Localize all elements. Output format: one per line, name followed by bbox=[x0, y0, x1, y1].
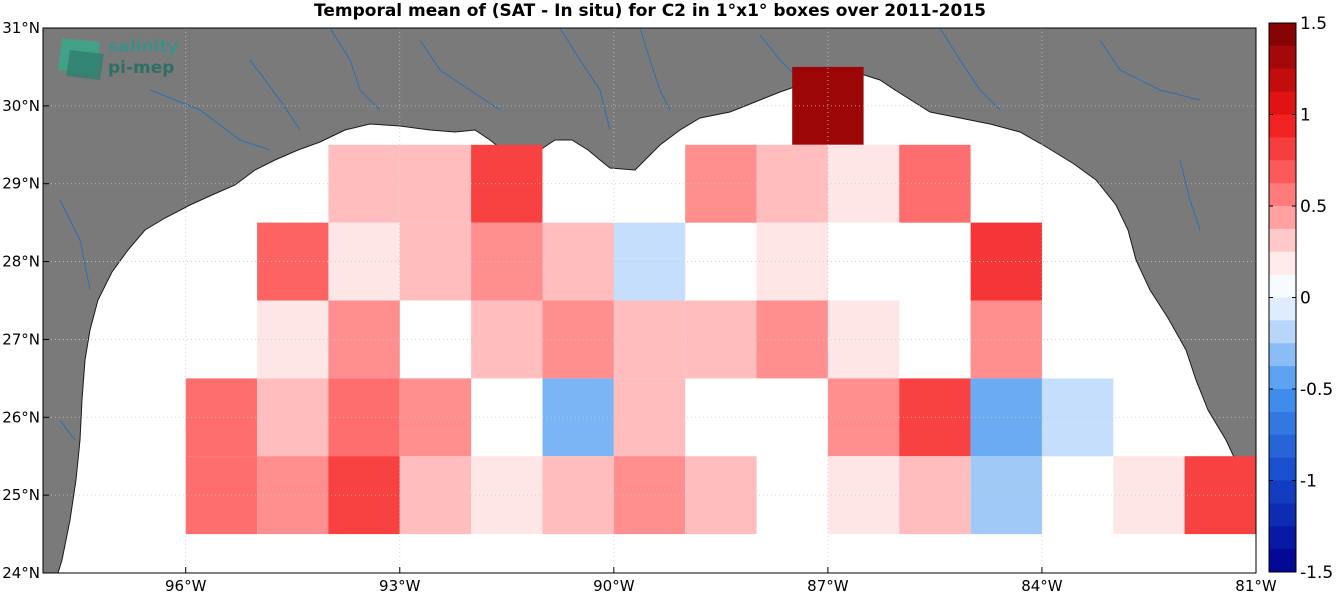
colorbar-step bbox=[1269, 549, 1296, 573]
colorbar-step bbox=[1269, 411, 1296, 436]
data-cell bbox=[685, 456, 757, 535]
data-cell bbox=[685, 300, 757, 379]
lat-tick-label: 30°N bbox=[2, 97, 40, 115]
longitude-axis: 96°W 93°W 90°W 87°W 84°W 81°W bbox=[165, 567, 1277, 594]
data-cell bbox=[257, 222, 329, 301]
logo-line-1: salinity bbox=[108, 37, 178, 57]
colorbar-tick-label: 1 bbox=[1300, 106, 1311, 126]
colorbar-tick-label: -0.5 bbox=[1300, 380, 1333, 400]
colorbar-step bbox=[1269, 160, 1296, 184]
lon-tick-label: 90°W bbox=[593, 577, 635, 594]
data-cell bbox=[257, 300, 329, 379]
lat-tick-label: 29°N bbox=[2, 175, 40, 193]
latitude-axis: 24°N 25°N 26°N 27°N 28°N 29°N 30°N 31°N bbox=[2, 19, 49, 582]
lon-tick-label: 84°W bbox=[1021, 577, 1063, 594]
colorbar-step bbox=[1269, 251, 1296, 276]
colorbar-step bbox=[1269, 320, 1296, 344]
colorbar-step bbox=[1269, 68, 1296, 93]
data-cell bbox=[542, 378, 614, 457]
data-cell bbox=[185, 378, 258, 457]
lon-tick-label: 93°W bbox=[379, 577, 421, 594]
colorbar-step bbox=[1269, 206, 1296, 230]
colorbar-step bbox=[1269, 389, 1296, 413]
colorbar-step bbox=[1269, 343, 1296, 367]
colorbar-step bbox=[1269, 480, 1296, 504]
colorbar-scale bbox=[1269, 23, 1296, 573]
data-cell bbox=[185, 456, 258, 535]
colorbar-tick-label: -1.5 bbox=[1300, 563, 1333, 583]
colorbar-step bbox=[1269, 274, 1296, 299]
colorbar-step bbox=[1269, 434, 1296, 459]
data-cell bbox=[970, 378, 1042, 457]
colorbar-step bbox=[1269, 91, 1296, 116]
logo-line-2: pi-mep bbox=[108, 58, 174, 78]
colorbar-tick-label: 1.5 bbox=[1300, 14, 1327, 34]
data-cell bbox=[970, 222, 1042, 301]
data-cell bbox=[613, 378, 686, 457]
data-cell bbox=[613, 222, 686, 301]
colorbar-step bbox=[1269, 366, 1296, 390]
colorbar-step bbox=[1269, 183, 1296, 207]
colorbar-step bbox=[1269, 526, 1296, 550]
lat-tick-label: 27°N bbox=[2, 330, 40, 348]
data-cell bbox=[542, 300, 614, 379]
lon-tick-label: 87°W bbox=[807, 577, 849, 594]
data-cell bbox=[257, 456, 329, 535]
data-cells bbox=[185, 66, 1256, 535]
lon-tick-label: 81°W bbox=[1235, 577, 1277, 594]
salinity-pimep-logo: salinity pi-mep bbox=[58, 37, 178, 80]
data-cell bbox=[970, 300, 1042, 379]
colorbar-step bbox=[1269, 457, 1296, 482]
data-cell bbox=[613, 456, 686, 535]
map-frame: salinity pi-mep bbox=[42, 27, 1257, 574]
lat-tick-label: 26°N bbox=[2, 408, 40, 426]
data-cell bbox=[257, 378, 329, 457]
data-cell bbox=[970, 456, 1042, 535]
colorbar-step bbox=[1269, 228, 1296, 253]
colorbar-step bbox=[1269, 45, 1296, 70]
colorbar-step bbox=[1269, 23, 1296, 47]
colorbar-step bbox=[1269, 137, 1296, 161]
colorbar-step bbox=[1269, 503, 1296, 527]
data-cell bbox=[542, 222, 614, 301]
data-cell bbox=[685, 144, 757, 223]
lat-tick-label: 31°N bbox=[2, 19, 40, 37]
lon-tick-label: 96°W bbox=[165, 577, 207, 594]
colorbar-tick-label: 0.5 bbox=[1300, 197, 1327, 217]
lat-tick-label: 25°N bbox=[2, 486, 40, 504]
land-florida-peninsula bbox=[42, 27, 1257, 574]
colorbar-step bbox=[1269, 114, 1296, 138]
data-cell bbox=[1113, 456, 1185, 535]
rivers bbox=[59, 27, 1201, 441]
colorbar: 1.5 1 0.5 0 -0.5 -1 -1.5 bbox=[1268, 14, 1333, 583]
lat-tick-label: 28°N bbox=[2, 253, 40, 271]
colorbar-ticks: 1.5 1 0.5 0 -0.5 -1 -1.5 bbox=[1269, 14, 1333, 583]
lat-tick-label: 24°N bbox=[2, 564, 40, 582]
data-cell bbox=[1184, 456, 1256, 535]
colorbar-tick-label: -1 bbox=[1300, 472, 1317, 492]
data-cell bbox=[613, 300, 686, 379]
data-cell bbox=[542, 456, 614, 535]
data-cell bbox=[1041, 378, 1114, 457]
map-title: Temporal mean of (SAT - In situ) for C2 … bbox=[314, 1, 986, 21]
colorbar-tick-label: 0 bbox=[1300, 289, 1311, 309]
map-border bbox=[42, 27, 1257, 574]
colorbar-step bbox=[1269, 297, 1296, 321]
